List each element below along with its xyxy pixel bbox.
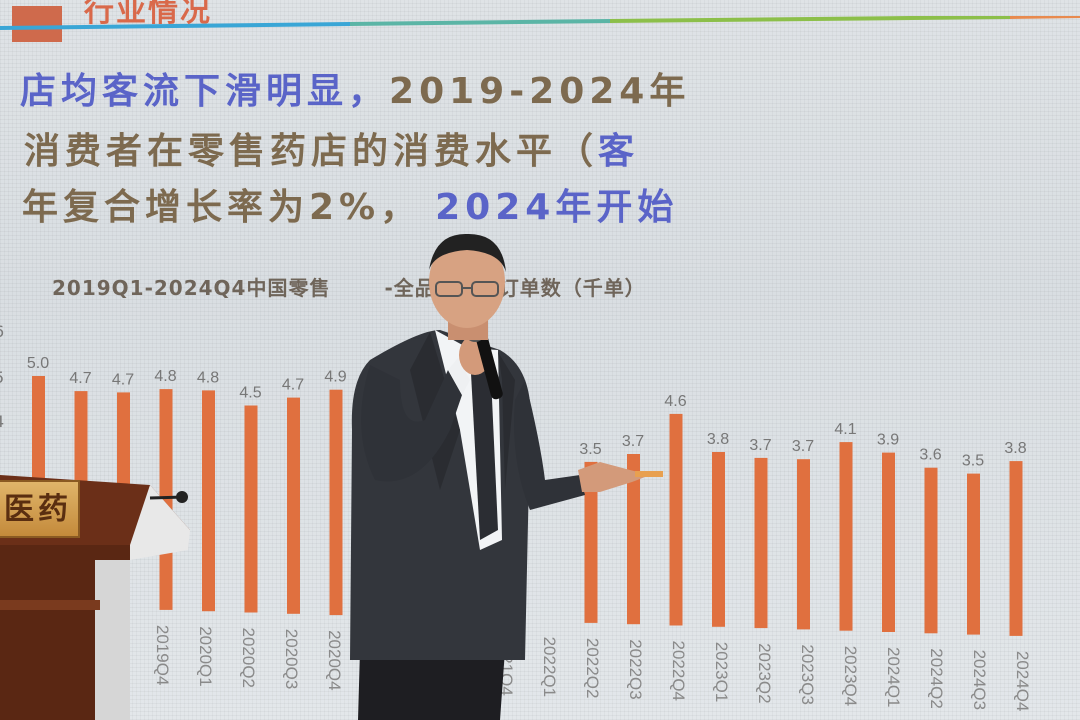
speaker [350,233,663,720]
data-label-2019Q3: 4.7 [112,371,134,388]
x-tick-2022Q3: 2022Q3 [626,639,645,700]
head [429,236,505,328]
headline-text: 2019-2024年 [389,71,691,112]
data-label-2024Q1: 3.9 [877,432,899,449]
x-tick-2024Q4: 2024Q4 [1013,651,1032,712]
chart-title: 2019Q1-2024Q4中国零售 -全品类店均订单数（千单） [52,272,646,301]
data-label-2024Q2: 3.6 [919,447,941,464]
bar-2020Q3 [287,397,300,614]
headline-highlight: 店均客流下滑明显， [20,71,390,112]
bar-2020Q4 [329,389,343,616]
data-label-2019Q1: 5.0 [27,355,49,372]
x-tick-2023Q1: 2023Q1 [712,642,731,703]
headline-text: 年复合增长率为2%， [22,187,422,228]
x-tick-2019Q4: 2019Q4 [153,625,172,686]
data-label-2023Q1: 3.8 [707,431,729,448]
x-tick-2022Q4: 2022Q4 [669,641,688,702]
bar-2022Q3 [627,454,640,625]
pointing-hand [578,462,650,492]
data-label-2019Q4: 4.8 [154,368,176,385]
data-label-2022Q3: 3.7 [622,433,644,450]
headline-text: 消费者在零售药店的消费水平（ [24,131,599,172]
bar-2023Q2 [754,457,768,629]
data-label-2024Q4: 3.8 [1004,440,1026,457]
headline-line-2: 消费者在零售药店的消费水平（客 [24,122,639,174]
bar-2020Q2 [244,405,258,613]
x-tick-2023Q2: 2023Q2 [755,643,774,704]
bar-2022Q2 [584,461,598,623]
bar-2023Q4 [839,442,853,631]
pointer [635,471,663,477]
headline-highlight: 2024年开始 [435,187,679,228]
x-tick-2020Q1: 2020Q1 [196,626,215,687]
data-label-2023Q3: 3.7 [792,438,814,455]
bar-2024Q3 [967,473,980,635]
color-stripe [0,16,1080,30]
data-label-2019Q2: 4.7 [69,370,91,387]
data-label-2023Q4: 4.1 [834,421,856,438]
bar-2024Q4 [1009,461,1023,636]
bar-2024Q1 [882,452,895,632]
data-label-2023Q2: 3.7 [749,437,771,454]
bar-2024Q2 [924,467,938,634]
x-tick-2024Q2: 2024Q2 [927,648,946,709]
data-label-2020Q4: 4.9 [324,369,346,386]
tie [470,355,498,540]
headline-line-3: 年复合增长率为2%， 2024年开始 [22,178,678,230]
x-tick-2023Q4: 2023Q4 [841,646,860,707]
x-tick-2020Q3: 2020Q3 [282,629,301,690]
x-tick-2023Q3: 2023Q3 [798,644,817,705]
data-label-2020Q3: 4.7 [282,377,304,394]
bar-2020Q1 [202,390,215,612]
bar-2023Q1 [712,452,725,627]
y-tick: 4 [0,412,4,431]
x-tick-2020Q2: 2020Q2 [239,628,258,689]
data-label-2022Q2: 3.5 [579,441,601,458]
chart-title-right: -全品类店均订单数（千单） [384,276,646,300]
data-label-2022Q4: 4.6 [664,393,686,410]
glasses-icon [435,281,499,297]
headline-line-1: 店均客流下滑明显，2019-2024年 [20,62,690,114]
data-label-2020Q1: 4.8 [197,369,219,386]
data-label-2020Q2: 4.5 [239,385,261,402]
y-tick: 6 [0,322,4,341]
y-tick: 5 [0,368,4,387]
podium-sign: 医药 [0,480,80,538]
slide-logo-block [12,6,62,42]
headline-highlight: 客 [598,131,640,172]
x-tick-2024Q3: 2024Q3 [970,650,989,711]
handheld-microphone [475,330,503,400]
bar-2023Q3 [797,459,810,630]
chart-title-left: 2019Q1-2024Q4中国零售 [52,276,331,300]
section-title: 行业情况 [84,0,212,29]
data-label-2024Q3: 3.5 [962,453,984,470]
x-tick-2022Q2: 2022Q2 [583,638,602,699]
trousers [358,650,505,720]
bar-2022Q4 [669,413,683,626]
x-tick-2022Q1: 2022Q1 [540,637,559,698]
x-tick-2020Q4: 2020Q4 [325,630,344,691]
x-tick-2024Q1: 2024Q1 [884,647,903,708]
bar-2019Q4 [159,389,173,610]
hair [429,233,506,272]
